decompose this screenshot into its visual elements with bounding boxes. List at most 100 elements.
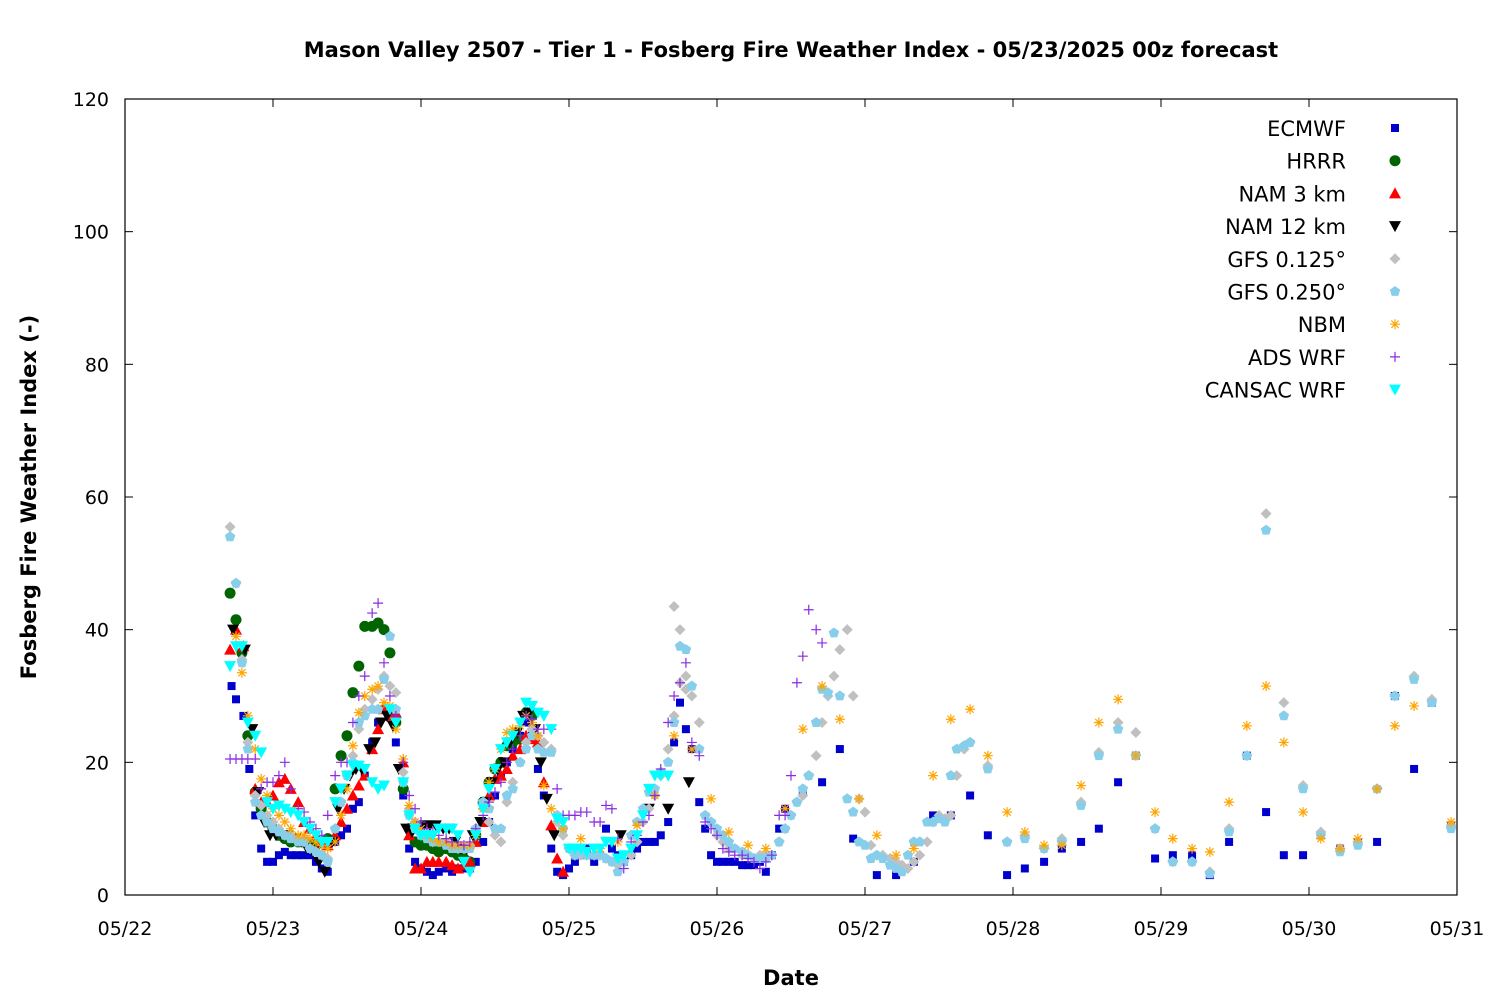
- data-point: [379, 697, 389, 708]
- data-point: [633, 844, 642, 853]
- data-point: [310, 836, 321, 847]
- data-point: [329, 823, 341, 834]
- data-point: [668, 717, 680, 727]
- data-point: [1075, 800, 1087, 810]
- data-point: [426, 830, 439, 842]
- data-point: [1225, 837, 1234, 846]
- data-point: [242, 743, 254, 754]
- data-point: [1114, 778, 1123, 787]
- data-point: [1204, 846, 1215, 857]
- data-point: [322, 843, 333, 854]
- x-tick-label: 05/22: [98, 918, 153, 940]
- data-point: [372, 723, 385, 735]
- data-point: [766, 850, 777, 861]
- data-point: [810, 750, 822, 762]
- data-point: [706, 793, 717, 804]
- data-point: [662, 743, 674, 755]
- legend-label: GFS 0.250°: [1227, 281, 1346, 305]
- data-point: [1130, 726, 1142, 738]
- y-tick-label: 100: [73, 222, 109, 244]
- data-point: [293, 830, 304, 841]
- data-point: [397, 777, 410, 789]
- data-point: [479, 837, 488, 846]
- data-point: [227, 624, 240, 636]
- data-point: [575, 833, 586, 844]
- data-point: [507, 724, 518, 735]
- data-point: [847, 690, 859, 702]
- data-point: [1223, 826, 1235, 837]
- data-point: [335, 816, 348, 828]
- data-point: [227, 682, 236, 691]
- data-point: [378, 780, 390, 792]
- data-point: [272, 800, 285, 812]
- legend-label: NAM 12 km: [1225, 215, 1346, 239]
- data-point: [1168, 851, 1177, 860]
- data-point: [680, 657, 691, 668]
- data-point: [828, 670, 840, 682]
- data-point: [744, 861, 753, 870]
- data-point: [249, 790, 261, 801]
- data-point: [760, 843, 771, 854]
- data-point: [892, 871, 901, 880]
- data-point: [662, 756, 674, 767]
- data-point: [606, 856, 618, 867]
- data-point: [403, 810, 416, 822]
- data-point: [669, 691, 680, 701]
- data-point: [224, 587, 236, 599]
- data-point: [398, 757, 409, 768]
- data-point: [686, 737, 697, 748]
- legend-marker: [1390, 319, 1400, 330]
- data-point: [507, 744, 518, 755]
- data-point: [409, 823, 422, 835]
- data-point: [280, 847, 289, 856]
- data-point: [256, 783, 267, 794]
- data-point: [306, 851, 314, 860]
- data-point: [495, 823, 507, 834]
- x-tick-label: 05/29: [1134, 918, 1189, 940]
- data-point: [859, 806, 871, 818]
- data-point: [369, 737, 382, 749]
- data-point: [551, 813, 564, 825]
- data-point: [299, 830, 310, 841]
- data-point: [534, 757, 547, 769]
- data-point: [662, 803, 675, 815]
- data-point: [537, 710, 550, 722]
- data-point: [335, 783, 348, 795]
- data-point: [1297, 783, 1309, 794]
- data-point: [347, 740, 358, 751]
- data-point: [520, 743, 532, 754]
- data-point: [446, 823, 459, 835]
- data-point: [330, 770, 341, 781]
- data-point: [605, 836, 618, 848]
- data-point: [680, 644, 692, 654]
- data-point: [1167, 856, 1179, 867]
- data-point: [507, 776, 519, 788]
- data-point: [477, 803, 490, 815]
- data-point: [818, 778, 827, 787]
- data-point: [1315, 833, 1326, 844]
- data-point: [810, 717, 822, 727]
- data-point: [1279, 851, 1288, 860]
- data-point: [713, 857, 721, 866]
- data-point: [574, 843, 587, 855]
- data-point: [1409, 700, 1420, 711]
- data-point: [612, 866, 624, 877]
- data-point: [581, 807, 592, 818]
- data-point: [241, 717, 254, 729]
- data-point: [617, 850, 630, 862]
- data-point: [557, 817, 570, 829]
- data-point: [392, 763, 405, 775]
- data-point: [945, 809, 957, 821]
- data-point: [495, 777, 506, 788]
- data-point: [347, 750, 359, 762]
- data-point: [1003, 871, 1012, 880]
- data-point: [484, 797, 495, 808]
- data-point: [378, 624, 390, 636]
- data-point: [669, 730, 680, 741]
- data-point: [373, 681, 384, 692]
- data-point: [828, 627, 840, 638]
- data-point: [945, 714, 956, 725]
- x-tick-label: 05/26: [690, 918, 745, 940]
- data-point: [908, 843, 919, 854]
- data-point: [267, 803, 279, 815]
